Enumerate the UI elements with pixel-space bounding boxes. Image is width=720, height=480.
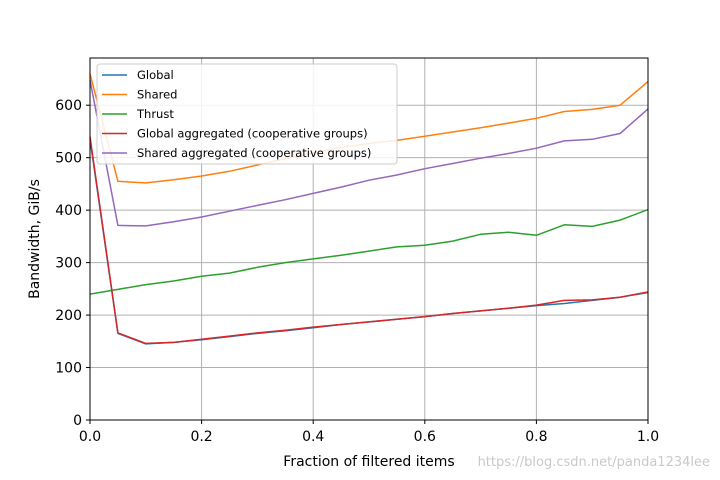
- x-tick-label: 0.8: [525, 429, 547, 445]
- x-axis-title: Fraction of filtered items: [283, 454, 454, 470]
- legend-label: Global: [137, 68, 174, 82]
- x-tick-label: 1.0: [637, 429, 659, 445]
- series-line-1: [89, 139, 649, 345]
- y-tick-label: 400: [55, 203, 82, 219]
- legend: Global Shared Thrust Global aggregated (coo…: [96, 63, 398, 165]
- legend-label: Global aggregated (cooperative groups): [137, 127, 368, 141]
- legend-box: [96, 63, 398, 165]
- y-tick-label: 600: [55, 98, 82, 114]
- series-line-4: [89, 136, 649, 345]
- series-line-3: [89, 208, 649, 295]
- y-tick-label: 500: [55, 151, 82, 167]
- plot-frame: [89, 57, 649, 421]
- x-tick-label: 0.2: [190, 429, 212, 445]
- y-tick-label: 100: [55, 361, 82, 377]
- legend-label: Thrust: [136, 107, 174, 121]
- watermark-text: https://blog.csdn.net/panda1234lee: [478, 455, 710, 470]
- series-lines: [89, 73, 649, 345]
- legend-label: Shared aggregated (cooperative groups): [137, 146, 371, 160]
- series-line-5: [89, 79, 649, 227]
- x-tick-label: 0.0: [79, 429, 101, 445]
- y-tick-label: 300: [55, 256, 82, 272]
- x-tick-label: 0.4: [302, 429, 324, 445]
- legend-label: Shared: [137, 88, 178, 102]
- axis-ticks: 0.0 0.2 0.4 0.6 0.8 1.0 0 100 200 300 400 500 600: [55, 98, 659, 445]
- y-axis-title: Bandwidth, GiB/s: [27, 179, 43, 299]
- y-tick-label: 200: [55, 308, 82, 324]
- x-tick-label: 0.6: [414, 429, 436, 445]
- y-tick-label: 0: [73, 413, 82, 429]
